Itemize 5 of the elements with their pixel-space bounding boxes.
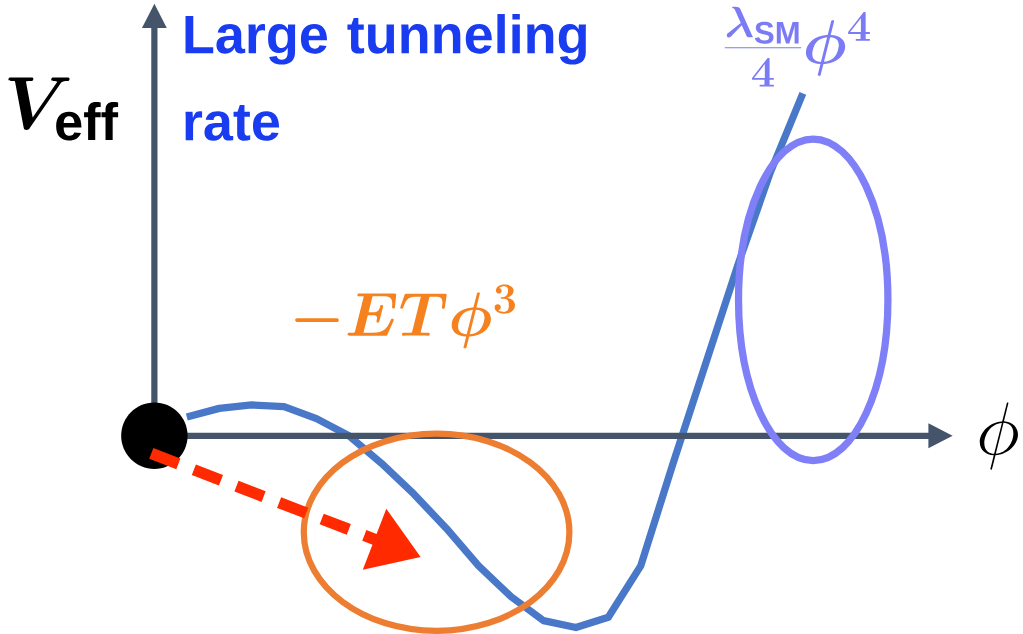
y-axis-title: $V_{\mathrm{eff}}$ — [8, 77, 119, 141]
text: $\frac{\lambda_{\rm SM}}{4}\phi^{4}$ — [724, 6, 870, 87]
text: $\phi$ — [979, 402, 1018, 470]
annotation: $-ET\phi^{3}$ — [295, 284, 515, 349]
annotation: Large tunneling rate — [185, 14, 586, 141]
